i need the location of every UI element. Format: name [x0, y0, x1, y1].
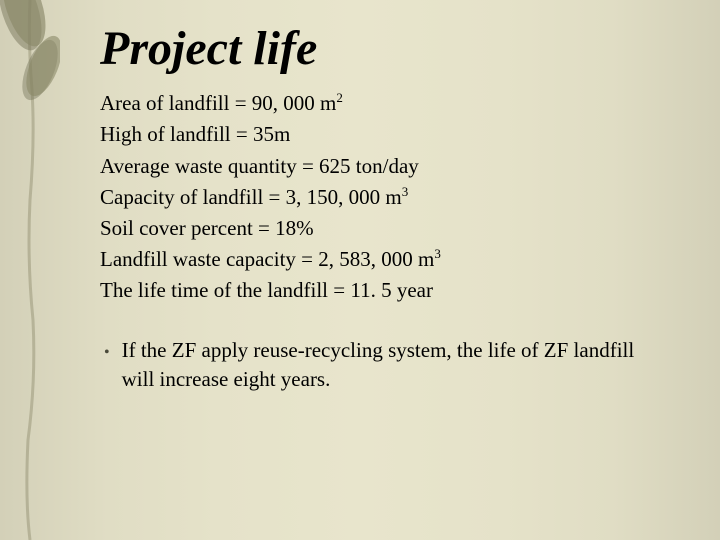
line-pre: Area of landfill = 90, 000	[100, 91, 320, 115]
line-sup: 2	[336, 90, 343, 105]
left-accent-art	[0, 0, 60, 540]
line-unit: m	[320, 91, 336, 115]
line-pre: Landfill waste capacity = 2, 583, 000	[100, 247, 418, 271]
body-line: Area of landfill = 90, 000 m2	[100, 88, 680, 119]
slide-title: Project life	[100, 24, 680, 74]
line-unit: m	[385, 185, 401, 209]
line-sup: 3	[434, 246, 441, 261]
line-pre: The life time of the landfill = 11. 5 ye…	[100, 278, 433, 302]
body-line: Soil cover percent = 18%	[100, 213, 680, 244]
bullet-item: • If the ZF apply reuse-recycling system…	[100, 336, 680, 395]
bullet-marker-icon: •	[104, 336, 110, 364]
line-pre: Capacity of landfill = 3, 150, 000	[100, 185, 385, 209]
body-line: Average waste quantity = 625 ton/day	[100, 151, 680, 182]
slide: Project life Area of landfill = 90, 000 …	[0, 0, 720, 540]
leaf-stem-icon	[0, 0, 60, 540]
body-line: Capacity of landfill = 3, 150, 000 m3	[100, 182, 680, 213]
line-sup: 3	[402, 184, 409, 199]
line-pre: High of landfill = 35m	[100, 122, 290, 146]
body-text: Area of landfill = 90, 000 m2 High of la…	[100, 88, 680, 306]
body-line: Landfill waste capacity = 2, 583, 000 m3	[100, 244, 680, 275]
body-line: High of landfill = 35m	[100, 119, 680, 150]
line-pre: Soil cover percent = 18%	[100, 216, 314, 240]
line-pre: Average waste quantity = 625 ton/day	[100, 154, 419, 178]
line-unit: m	[418, 247, 434, 271]
bullet-text: If the ZF apply reuse-recycling system, …	[122, 336, 660, 395]
content-area: Project life Area of landfill = 90, 000 …	[100, 24, 680, 395]
body-line: The life time of the landfill = 11. 5 ye…	[100, 275, 680, 306]
